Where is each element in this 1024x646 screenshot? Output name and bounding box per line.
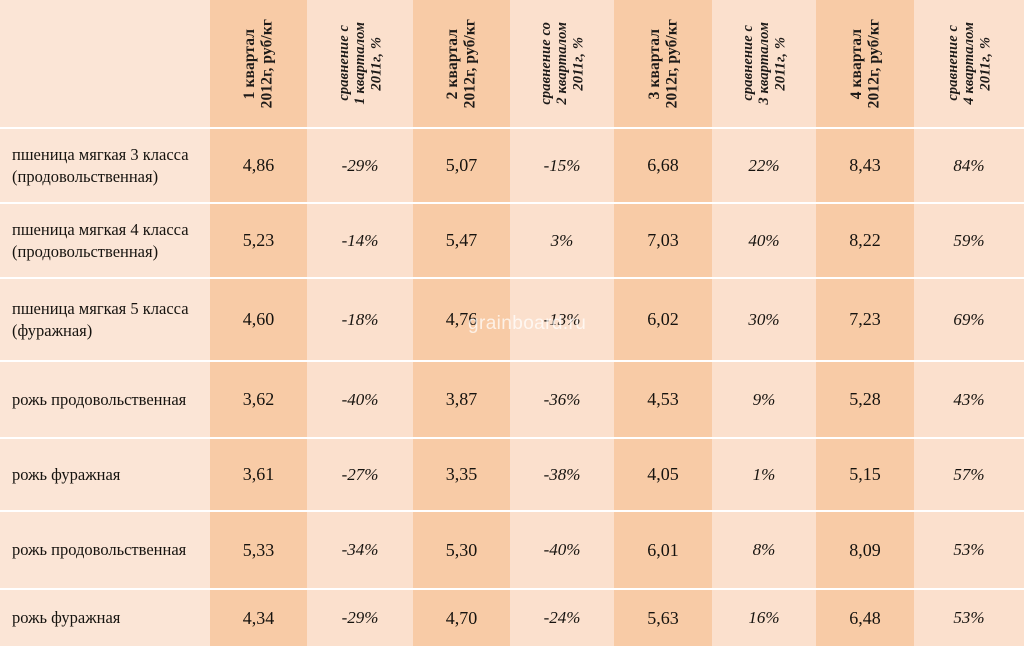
cell-q3-compare: 22% bbox=[712, 127, 816, 203]
cell-q4-price: 8,43 bbox=[816, 127, 914, 203]
cell-q3-price: 6,02 bbox=[614, 277, 712, 361]
column-header-label: 2 квартал 2012г, руб/кг bbox=[444, 18, 479, 109]
cell-q1-compare: -27% bbox=[307, 437, 413, 511]
cell-q3-price: 4,05 bbox=[614, 437, 712, 511]
cell-q4-price: 7,23 bbox=[816, 277, 914, 361]
cell-q4-price: 6,48 bbox=[816, 588, 914, 646]
cell-q3-compare: 30% bbox=[712, 277, 816, 361]
table-row: пшеница мягкая 5 класса (фуражная) 4,60 … bbox=[0, 277, 1024, 361]
cell-q2-compare: -24% bbox=[510, 588, 614, 646]
cell-q2-price: 4,76 bbox=[413, 277, 510, 361]
column-header-label: сравнение с 1 кварталом 2011г, % bbox=[335, 22, 385, 105]
cell-q4-price: 8,09 bbox=[816, 510, 914, 589]
cell-q3-compare: 1% bbox=[712, 437, 816, 511]
column-header-label: 1 квартал 2012г, руб/кг bbox=[241, 18, 276, 109]
cell-q1-price: 5,23 bbox=[210, 202, 307, 278]
column-header-label: 3 квартал 2012г, руб/кг bbox=[645, 18, 680, 109]
cell-q4-compare: 53% bbox=[914, 588, 1024, 646]
cell-q3-price: 6,01 bbox=[614, 510, 712, 589]
header-corner-cell bbox=[0, 0, 210, 128]
cell-q2-price: 5,07 bbox=[413, 127, 510, 203]
cell-q4-compare: 59% bbox=[914, 202, 1024, 278]
cell-q3-price: 4,53 bbox=[614, 360, 712, 438]
column-header-q4-price[interactable]: 4 квартал 2012г, руб/кг bbox=[816, 0, 914, 128]
cell-q1-price: 4,34 bbox=[210, 588, 307, 646]
column-header-label: сравнение с 3 кварталом 2011г, % bbox=[739, 22, 789, 105]
row-label: рожь продовольственная bbox=[0, 360, 210, 438]
cell-q3-compare: 40% bbox=[712, 202, 816, 278]
table-row: рожь фуражная 3,61 -27% 3,35 -38% 4,05 1… bbox=[0, 437, 1024, 511]
cell-q1-price: 3,62 bbox=[210, 360, 307, 438]
cell-q2-price: 5,30 bbox=[413, 510, 510, 589]
cell-q2-compare: -38% bbox=[510, 437, 614, 511]
table-row: рожь продовольственная 3,62 -40% 3,87 -3… bbox=[0, 360, 1024, 438]
cell-q2-compare: 3% bbox=[510, 202, 614, 278]
cell-q2-compare: -15% bbox=[510, 127, 614, 203]
column-header-q1-compare[interactable]: сравнение с 1 кварталом 2011г, % bbox=[307, 0, 413, 128]
table-row: рожь продовольственная 5,33 -34% 5,30 -4… bbox=[0, 510, 1024, 589]
cell-q1-price: 3,61 bbox=[210, 437, 307, 511]
row-label: рожь продовольственная bbox=[0, 510, 210, 589]
cell-q1-compare: -40% bbox=[307, 360, 413, 438]
column-header-q3-compare[interactable]: сравнение с 3 кварталом 2011г, % bbox=[712, 0, 816, 128]
cell-q2-price: 4,70 bbox=[413, 588, 510, 646]
cell-q4-compare: 84% bbox=[914, 127, 1024, 203]
cell-q4-compare: 57% bbox=[914, 437, 1024, 511]
cell-q2-price: 5,47 bbox=[413, 202, 510, 278]
column-header-label: сравнение со 2 кварталом 2011г, % bbox=[537, 22, 587, 105]
cell-q1-compare: -29% bbox=[307, 588, 413, 646]
cell-q1-compare: -29% bbox=[307, 127, 413, 203]
cell-q4-compare: 69% bbox=[914, 277, 1024, 361]
column-header-label: сравнение с 4 кварталом 2011г, % bbox=[944, 22, 994, 105]
cell-q2-compare: -36% bbox=[510, 360, 614, 438]
cell-q4-compare: 43% bbox=[914, 360, 1024, 438]
cell-q1-price: 4,86 bbox=[210, 127, 307, 203]
column-header-q3-price[interactable]: 3 квартал 2012г, руб/кг bbox=[614, 0, 712, 128]
cell-q4-compare: 53% bbox=[914, 510, 1024, 589]
cell-q1-compare: -34% bbox=[307, 510, 413, 589]
cell-q2-compare: -40% bbox=[510, 510, 614, 589]
row-label: пшеница мягкая 4 класса (продовольственн… bbox=[0, 202, 210, 278]
column-header-q2-price[interactable]: 2 квартал 2012г, руб/кг bbox=[413, 0, 510, 128]
column-header-q2-compare[interactable]: сравнение со 2 кварталом 2011г, % bbox=[510, 0, 614, 128]
cell-q2-compare: -13% bbox=[510, 277, 614, 361]
column-header-label: 4 квартал 2012г, руб/кг bbox=[847, 18, 882, 109]
cell-q1-compare: -14% bbox=[307, 202, 413, 278]
cell-q3-compare: 16% bbox=[712, 588, 816, 646]
cell-q3-compare: 8% bbox=[712, 510, 816, 589]
cell-q1-compare: -18% bbox=[307, 277, 413, 361]
cell-q4-price: 8,22 bbox=[816, 202, 914, 278]
row-label: рожь фуражная bbox=[0, 588, 210, 646]
row-label: рожь фуражная bbox=[0, 437, 210, 511]
cell-q3-price: 7,03 bbox=[614, 202, 712, 278]
cell-q2-price: 3,35 bbox=[413, 437, 510, 511]
cell-q4-price: 5,15 bbox=[816, 437, 914, 511]
column-header-q4-compare[interactable]: сравнение с 4 кварталом 2011г, % bbox=[914, 0, 1024, 128]
cell-q4-price: 5,28 bbox=[816, 360, 914, 438]
cell-q2-price: 3,87 bbox=[413, 360, 510, 438]
row-label: пшеница мягкая 3 класса (продовольственн… bbox=[0, 127, 210, 203]
table-body: пшеница мягкая 3 класса (продовольственн… bbox=[0, 127, 1024, 646]
table-row: пшеница мягкая 3 класса (продовольственн… bbox=[0, 127, 1024, 203]
table-row: пшеница мягкая 4 класса (продовольственн… bbox=[0, 202, 1024, 278]
row-label: пшеница мягкая 5 класса (фуражная) bbox=[0, 277, 210, 361]
cell-q3-price: 6,68 bbox=[614, 127, 712, 203]
table-header: 1 квартал 2012г, руб/кг сравнение с 1 кв… bbox=[0, 0, 1024, 128]
cell-q1-price: 4,60 bbox=[210, 277, 307, 361]
cell-q3-price: 5,63 bbox=[614, 588, 712, 646]
cell-q1-price: 5,33 bbox=[210, 510, 307, 589]
column-header-q1-price[interactable]: 1 квартал 2012г, руб/кг bbox=[210, 0, 307, 128]
cell-q3-compare: 9% bbox=[712, 360, 816, 438]
table-row: рожь фуражная 4,34 -29% 4,70 -24% 5,63 1… bbox=[0, 588, 1024, 646]
header-row: 1 квартал 2012г, руб/кг сравнение с 1 кв… bbox=[0, 0, 1024, 128]
